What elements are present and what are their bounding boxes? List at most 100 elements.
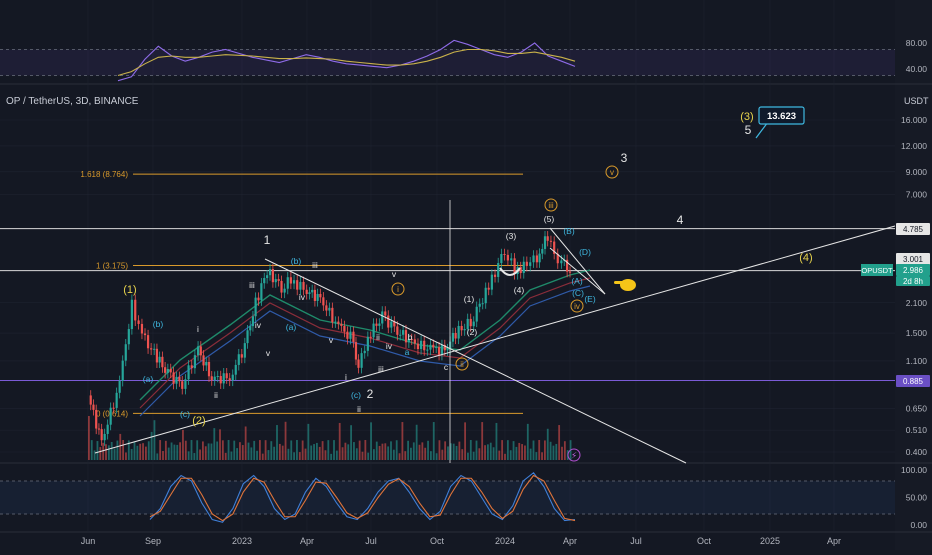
- volume-bar: [495, 422, 498, 460]
- candle-body: [271, 269, 274, 283]
- candle-body: [283, 288, 286, 293]
- x-tick-label: Apr: [827, 536, 841, 546]
- volume-bar: [316, 442, 318, 460]
- volume-bar: [113, 448, 116, 460]
- volume-bar: [472, 451, 475, 460]
- candle-body: [387, 315, 390, 328]
- circled-wave-label: v: [610, 168, 614, 177]
- volume-bar: [532, 440, 535, 460]
- candle-body: [274, 279, 277, 283]
- candle-body: [166, 368, 169, 373]
- volume-bar: [464, 422, 466, 460]
- volume-bar: [341, 447, 344, 460]
- stoch-tick-label: 50.00: [906, 493, 928, 503]
- wave-label-white: (5): [544, 214, 555, 224]
- candle-body: [134, 299, 137, 321]
- candle-body: [225, 373, 228, 379]
- volume-bar: [412, 442, 415, 460]
- candle-body: [363, 350, 366, 354]
- volume-bar: [484, 445, 486, 460]
- candle-body: [497, 263, 500, 277]
- volume-bar: [162, 450, 164, 460]
- volume-bar: [147, 441, 150, 460]
- volume-bar: [373, 449, 375, 460]
- volume-bar: [430, 451, 432, 460]
- candle-body: [100, 429, 103, 441]
- volume-bar: [350, 425, 352, 460]
- candle-body: [432, 344, 435, 348]
- candle-body: [137, 320, 140, 324]
- candle-body: [268, 269, 272, 276]
- candle-body: [161, 356, 164, 368]
- candle-body: [243, 343, 246, 358]
- wave-label-white: 4: [677, 213, 684, 227]
- volume-bar: [529, 448, 532, 460]
- volume-bar: [563, 441, 566, 460]
- candle-body: [334, 321, 337, 323]
- volume-bar: [221, 440, 224, 460]
- candle-body: [475, 306, 478, 322]
- x-tick-label: Oct: [430, 536, 445, 546]
- candle-body: [460, 325, 463, 331]
- hand-pointer-finger: [614, 281, 624, 284]
- volume-bar: [504, 453, 506, 460]
- volume-bar: [179, 442, 181, 460]
- x-tick-label: 2023: [232, 536, 252, 546]
- candle-body: [216, 376, 219, 378]
- candle-body: [478, 303, 481, 307]
- volume-bar: [361, 451, 364, 460]
- wave-label-white: b: [408, 332, 413, 342]
- candle-body: [181, 381, 184, 389]
- volume-bar: [398, 453, 401, 460]
- volume-bar: [410, 447, 412, 460]
- volume-bar: [127, 440, 130, 460]
- volume-bar: [284, 421, 287, 460]
- candle-body: [178, 376, 181, 382]
- candle-body: [416, 343, 420, 350]
- volume-bar: [290, 440, 293, 460]
- volume-bar: [475, 440, 478, 460]
- candle-body: [190, 365, 193, 369]
- candle-body: [266, 275, 269, 279]
- candle-body: [299, 281, 302, 290]
- volume-bar: [555, 443, 558, 460]
- wave-label-cyan: (b): [153, 319, 164, 329]
- candles: [89, 231, 572, 446]
- candle-body: [541, 248, 544, 254]
- volume-bar: [330, 453, 333, 460]
- circled-wave-ring: [544, 198, 558, 212]
- volume-bar: [213, 428, 216, 460]
- volume-bar: [244, 426, 247, 460]
- volume-bar: [338, 422, 341, 460]
- wave-label-white: 2: [367, 387, 374, 401]
- candle-body: [331, 307, 334, 323]
- candle-body: [175, 376, 178, 384]
- volume-bar: [99, 447, 102, 460]
- circled-wave-label: iii: [548, 201, 554, 210]
- volume-bar: [375, 441, 378, 460]
- candle-body: [313, 289, 316, 301]
- volume-bar: [193, 453, 196, 460]
- candle-body: [553, 241, 556, 254]
- circled-wave-label: ii: [460, 360, 464, 369]
- volume-bar: [241, 445, 244, 460]
- wave-label-white: iv: [299, 292, 306, 302]
- wave-label-white: c: [444, 362, 449, 372]
- volume-bar: [333, 440, 335, 460]
- candle-body: [222, 373, 225, 384]
- wave-label-white: iii: [249, 280, 255, 290]
- volume-bar: [278, 443, 281, 460]
- candle-body: [202, 355, 205, 366]
- wave-label-white: iv: [255, 320, 262, 330]
- candle-body: [375, 323, 378, 326]
- price-label-bg: [896, 375, 930, 387]
- candle-body: [146, 335, 150, 349]
- wave-label-white: (1): [464, 294, 475, 304]
- candle-body: [522, 261, 525, 274]
- candle-body: [413, 339, 416, 344]
- circled-wave-ring: [570, 299, 584, 313]
- volume-bar: [487, 444, 489, 460]
- volume-bar: [452, 443, 455, 460]
- volume-bar: [318, 446, 321, 460]
